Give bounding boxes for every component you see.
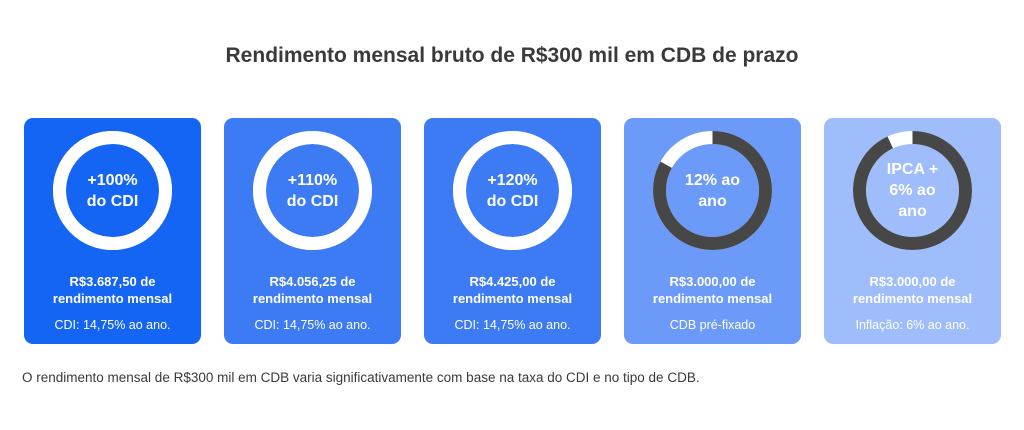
yield-amount: R$3.000,00 de [669,274,756,289]
yield-amount: R$4.056,25 de [269,274,356,289]
yield-description: rendimento mensal [252,291,373,306]
card-ipca: IPCA + 6% ao ano R$3.000,00 de rendiment… [824,118,1001,344]
yield-amount: R$3.000,00 de [869,274,956,289]
rate-note: CDI: 14,75% ao ano. [454,318,571,332]
progress-ring [453,131,572,250]
progress-ring [253,131,372,250]
card-100-cdi: +100% do CDI R$3.687,50 de rendimento me… [24,118,201,344]
monthly-yield: R$4.425,00 de rendimento mensal [424,273,601,307]
rate-note: CDB pré-fixado [669,318,756,332]
card-pre-fixado: 12% ao ano R$3.000,00 de rendimento mens… [624,118,801,344]
yield-amount: R$4.425,00 de [469,274,556,289]
progress-ring [653,131,772,250]
caption: O rendimento mensal de R$300 mil em CDB … [22,370,700,385]
rate-label: +120% do CDI [486,171,539,210]
yield-description: rendimento mensal [52,291,173,306]
rate-label: +110% do CDI [286,171,339,210]
yield-amount: R$3.687,50 de [69,274,156,289]
rate-label: 12% ao ano [684,171,741,210]
ring-fill [253,131,372,250]
rate-label: IPCA + 6% ao ano [886,161,939,220]
ring-fill [853,131,972,250]
rate-note: CDI: 14,75% ao ano. [54,318,171,332]
card-120-cdi: +120% do CDI R$4.425,00 de rendimento me… [424,118,601,344]
cards-row: +100% do CDI R$3.687,50 de rendimento me… [24,118,1001,344]
yield-description: rendimento mensal [452,291,573,306]
progress-ring [853,131,972,250]
rate-note: CDI: 14,75% ao ano. [254,318,371,332]
card-110-cdi: +110% do CDI R$4.056,25 de rendimento me… [224,118,401,344]
chart-title: Rendimento mensal bruto de R$300 mil em … [225,44,799,67]
rate-label: +100% do CDI [86,171,139,210]
monthly-yield: R$3.687,50 de rendimento mensal [24,273,201,307]
ring-fill [653,131,772,250]
rate-note: Inflação: 6% ao ano. [855,318,970,332]
yield-description: rendimento mensal [852,291,973,306]
progress-ring [53,131,172,250]
monthly-yield: R$4.056,25 de rendimento mensal [224,273,401,307]
ring-fill [453,131,572,250]
monthly-yield: R$3.000,00 de rendimento mensal [624,273,801,307]
monthly-yield: R$3.000,00 de rendimento mensal [824,273,1001,307]
yield-description: rendimento mensal [652,291,773,306]
ring-fill [53,131,172,250]
